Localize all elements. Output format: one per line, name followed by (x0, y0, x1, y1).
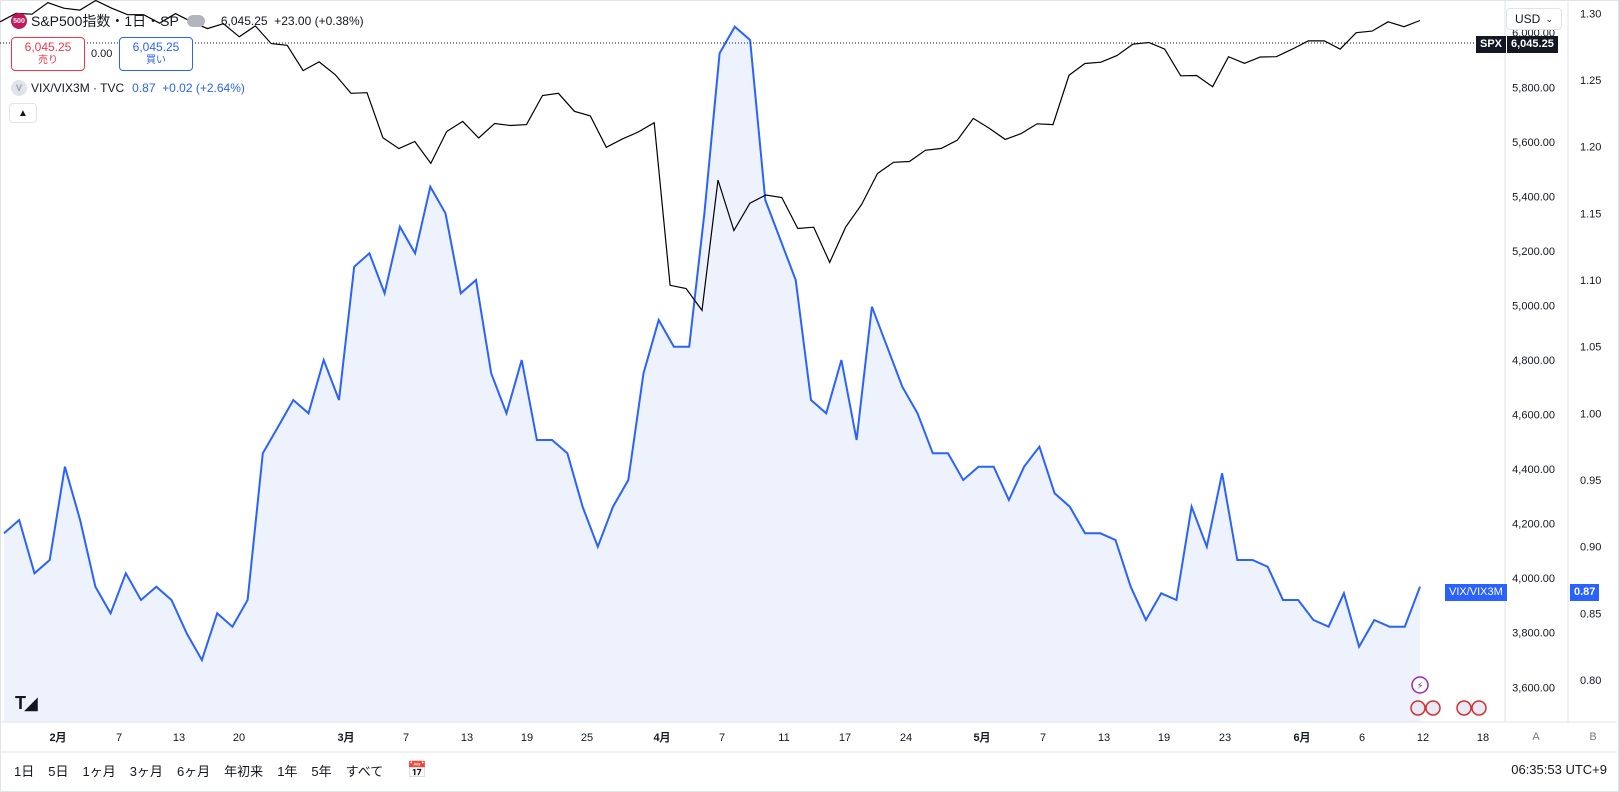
currency-select[interactable]: USD ⌄ (1506, 8, 1562, 30)
time-axis-label: 12 (1417, 732, 1429, 744)
range-button[interactable]: 1日 (14, 763, 35, 779)
spx-value-tag: 6,045.25 (1507, 36, 1558, 53)
range-button[interactable]: 1ヶ月 (82, 763, 116, 779)
range-button[interactable]: 年初来 (224, 763, 264, 779)
time-axis-label: 18 (1477, 732, 1489, 744)
range-button[interactable]: 5年 (311, 763, 332, 779)
us-flag-icon[interactable] (1456, 700, 1472, 716)
price-axis-label: 5,600.00 (1512, 137, 1555, 149)
ratio-axis-label: 0.95 (1580, 475, 1601, 487)
time-axis-label: 6月 (1293, 731, 1310, 744)
range-button[interactable]: 3ヶ月 (129, 763, 163, 779)
range-button[interactable]: すべて (345, 763, 384, 779)
time-axis-label: 7 (719, 732, 725, 744)
price-axis-label: 4,000.00 (1512, 573, 1555, 585)
price-axis-label: 4,400.00 (1512, 464, 1555, 476)
ratio-axis-label: 1.00 (1580, 408, 1601, 420)
spx-name-tag: SPX (1476, 36, 1507, 53)
us-flag-icon[interactable] (1471, 700, 1487, 716)
ratio-axis-label: 1.15 (1580, 208, 1601, 220)
sell-label: 売り (38, 55, 58, 66)
price-axis-label: 5,000.00 (1512, 301, 1555, 313)
event-icons[interactable]: ⚡ (1410, 676, 1487, 716)
overlay-symbol[interactable]: VIX/VIX3M · TVC (31, 81, 125, 95)
range-button[interactable]: 1年 (277, 763, 298, 779)
time-axis-label: 3月 (337, 731, 354, 744)
chevron-down-icon: ⌄ (1545, 13, 1553, 24)
time-axis-label: 11 (778, 732, 789, 744)
price-axis-label: 3,600.00 (1512, 682, 1555, 694)
time-axis-label: 7 (403, 732, 409, 744)
collapse-legend-button[interactable]: ▲ (9, 103, 37, 123)
price-axis-label: 5,400.00 (1512, 191, 1555, 203)
scale-a-button[interactable]: A (1532, 731, 1540, 743)
symbol-title[interactable]: S&P500指数・1日・SP (31, 13, 179, 29)
time-axis-label: 23 (1219, 732, 1231, 744)
price-change: 6,045.25 +23.00 (+0.38%) (220, 14, 364, 28)
vix-line-series[interactable] (3, 25, 1421, 663)
time-axis-label: 7 (1040, 732, 1046, 744)
buy-button[interactable]: 6,045.25 買い (119, 37, 193, 71)
vix-name-tag: VIX/VIX3M (1445, 584, 1507, 601)
currency-label: USD (1515, 12, 1541, 26)
buy-label: 買い (146, 55, 166, 66)
overlay-legend[interactable]: V VIX/VIX3M · TVC 0.87 +0.02 (+2.64%) (11, 80, 245, 96)
sell-price: 6,045.25 (24, 40, 72, 54)
time-axis-label: 2月 (49, 731, 66, 744)
ratio-axis-label: 1.30 (1580, 8, 1601, 20)
legend-collapse-icon[interactable] (186, 15, 205, 27)
ratio-axis-label: 1.25 (1580, 75, 1601, 87)
scale-b-button[interactable]: B (1589, 731, 1597, 743)
ratio-axis-label: 1.10 (1580, 275, 1601, 287)
ratio-axis-label: 1.20 (1580, 142, 1601, 154)
time-axis-label: 4月 (653, 731, 670, 744)
price-axis-label: 5,800.00 (1512, 82, 1555, 94)
overlay-values: 0.87 +0.02 (+2.64%) (132, 81, 245, 95)
time-axis-label: 6 (1359, 732, 1365, 744)
price-axis-label: 4,600.00 (1512, 410, 1555, 422)
vix-area-fill (4, 26, 1420, 722)
price-axis-label: 5,200.00 (1512, 246, 1555, 258)
lightning-glyph: ⚡ (1416, 681, 1423, 692)
vix-value-tag: 0.87 (1570, 584, 1600, 601)
spread-value: 0.00 (91, 48, 113, 60)
time-axis-label: 20 (233, 732, 245, 744)
ratio-axis-label: 0.85 (1580, 608, 1601, 620)
time-axis-label: 7 (116, 732, 122, 744)
symbol-logo-icon: 500 (11, 13, 27, 29)
spx-line-series[interactable] (0, 0, 1421, 312)
time-axis-label: 5月 (973, 731, 990, 744)
time-axis-label: 13 (461, 732, 473, 744)
lightning-icon[interactable] (1411, 676, 1429, 694)
main-symbol-legend[interactable]: 500 S&P500指数・1日・SP 6,045.25 +23.00 (+0.3… (11, 11, 364, 31)
chevron-up-icon: ▲ (18, 107, 28, 119)
time-range-bar: 1日 5日 1ヶ月 3ヶ月 6ヶ月 年初来 1年 5年 すべて 📅 (0, 752, 1619, 788)
clock[interactable]: 06:35:53 UTC+9 (1511, 762, 1607, 777)
buy-price: 6,045.25 (132, 40, 180, 54)
time-axis-label: 25 (581, 732, 593, 744)
ratio-axis-label: 0.80 (1580, 675, 1601, 687)
ratio-axis-label: 0.90 (1580, 542, 1601, 554)
time-axis-label: 17 (839, 732, 851, 744)
overlay-symbol-icon: V (11, 80, 27, 96)
us-flag-icon[interactable] (1425, 700, 1441, 716)
range-button[interactable]: 6ヶ月 (176, 763, 211, 779)
time-axis-label: 13 (173, 732, 185, 744)
us-flag-icon[interactable] (1410, 700, 1426, 716)
calendar-range-icon[interactable]: 📅 (407, 762, 428, 779)
range-button[interactable]: 5日 (48, 763, 69, 779)
tradingview-logo-icon[interactable]: T◢ (15, 693, 38, 713)
price-axis-label: 3,800.00 (1512, 628, 1555, 640)
time-axis-label: 13 (1098, 732, 1110, 744)
ratio-axis-label: 1.05 (1580, 342, 1601, 354)
price-axis-label: 4,800.00 (1512, 355, 1555, 367)
sell-button[interactable]: 6,045.25 売り (11, 37, 85, 71)
time-axis-label: 24 (900, 732, 912, 744)
time-axis-label: 19 (521, 732, 533, 744)
time-axis-label: 19 (1158, 732, 1170, 744)
price-axis-label: 4,200.00 (1512, 519, 1555, 531)
